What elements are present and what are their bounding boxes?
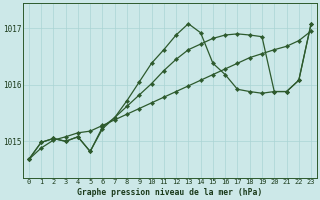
- X-axis label: Graphe pression niveau de la mer (hPa): Graphe pression niveau de la mer (hPa): [77, 188, 263, 197]
